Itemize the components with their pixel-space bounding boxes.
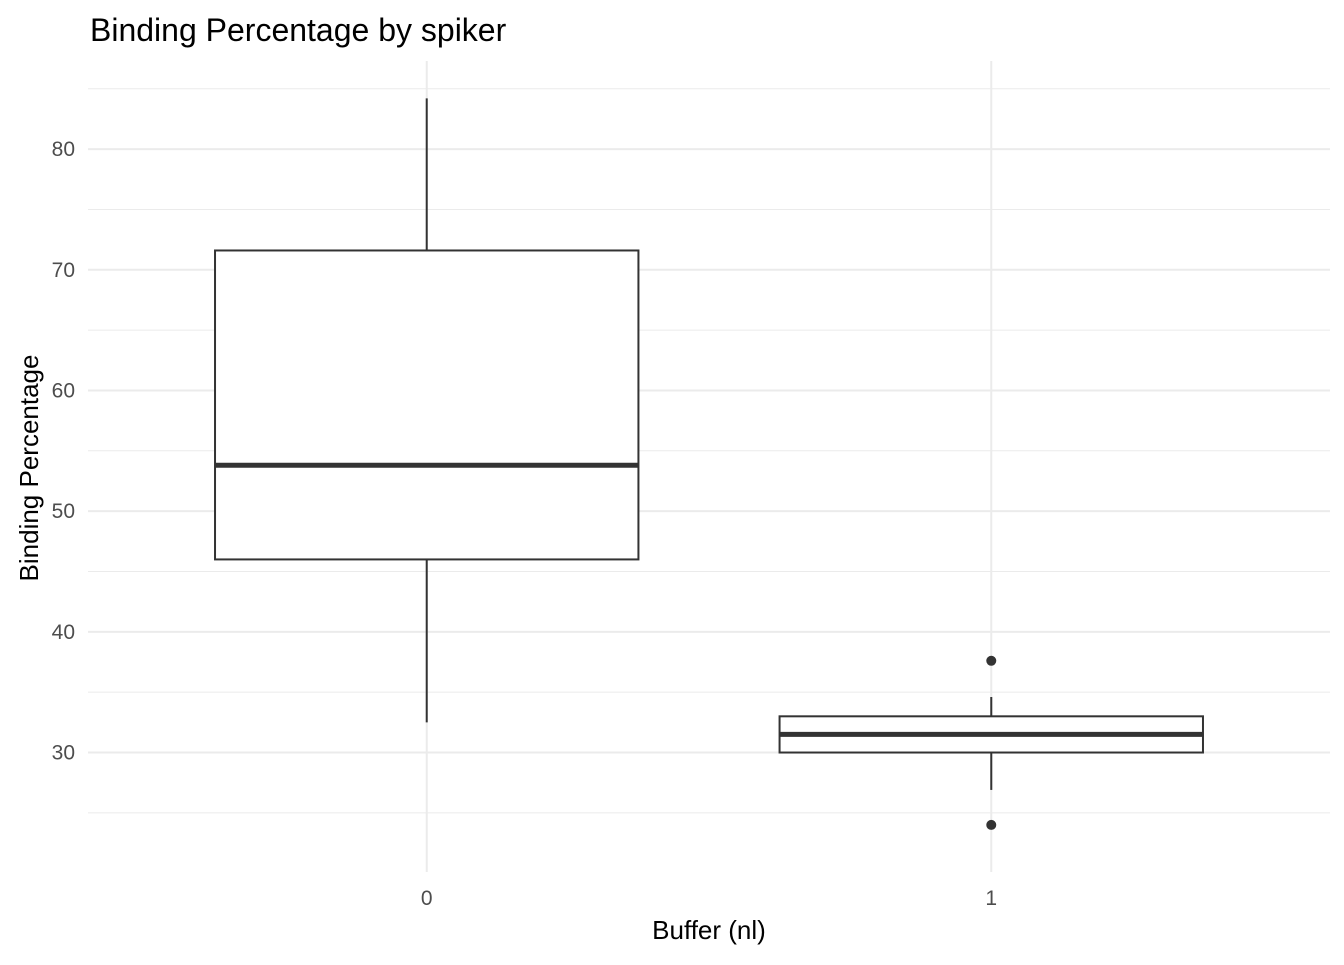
- outlier-point: [986, 655, 997, 666]
- chart-title: Binding Percentage by spiker: [90, 12, 507, 48]
- boxes: [214, 98, 1204, 830]
- y-tick-label: 50: [52, 500, 75, 523]
- y-tick-label: 60: [52, 379, 75, 402]
- x-axis-title: Buffer (nl): [652, 915, 766, 945]
- x-tick-label: 1: [985, 887, 997, 910]
- y-tick-label: 70: [52, 259, 75, 282]
- outlier-point: [986, 819, 997, 830]
- y-tick-label: 30: [52, 742, 75, 765]
- tick-labels: 30 40 50 60 70 80 0 1: [52, 138, 997, 910]
- box-iqr: [214, 249, 640, 561]
- y-tick-label: 40: [52, 621, 75, 644]
- x-tick-label: 0: [421, 887, 433, 910]
- y-tick-label: 80: [52, 138, 75, 161]
- y-axis-title: Binding Percentage: [14, 355, 44, 582]
